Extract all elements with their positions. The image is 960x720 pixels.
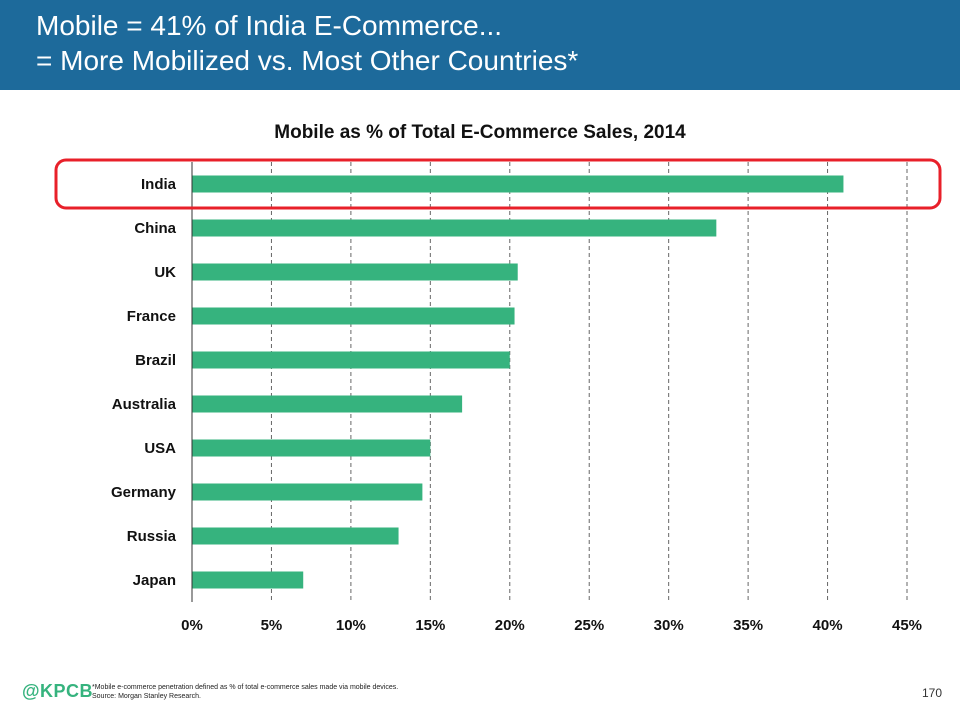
source-note: Source: Morgan Stanley Research. [92,693,201,700]
category-label: Australia [112,396,177,413]
category-labels: India China UK France Brazil Australia USA Germ… [111,176,177,589]
category-label: Japan [133,572,176,589]
bar-usa [192,439,431,457]
category-label: UK [154,264,176,281]
india-highlight-box [54,158,942,210]
bars [192,175,844,589]
x-tick-label: 30% [654,617,684,634]
bar-uk [192,263,518,281]
x-axis-ticks: 0% 5% 10% 15% 20% 25% 30% 35% 40% 45% [181,617,922,634]
x-tick-label: 25% [574,617,604,634]
bar-brazil [192,351,510,369]
category-label: France [127,308,176,325]
x-tick-label: 20% [495,617,525,634]
slide-header: Mobile = 41% of India E-Commerce... = Mo… [0,0,960,90]
kpcb-logo: @KPCB [22,681,94,701]
category-label: Brazil [135,352,176,369]
bar-japan [192,571,304,589]
category-label: Germany [111,484,177,501]
bar-india [192,175,844,193]
bar-germany [192,483,423,501]
category-label: India [141,176,177,193]
category-label: Russia [127,528,177,545]
bar-china [192,219,717,237]
bar-russia [192,527,399,545]
slide-title-line-2: = More Mobilized vs. Most Other Countrie… [36,45,579,76]
x-tick-label: 5% [261,617,283,634]
chart-title: Mobile as % of Total E-Commerce Sales, 2… [274,122,686,143]
bar-australia [192,395,463,413]
page-number: 170 [921,686,942,700]
category-label: USA [144,440,176,457]
x-tick-label: 45% [892,617,922,634]
x-tick-label: 15% [415,617,445,634]
bar-france [192,307,515,325]
x-tick-label: 35% [733,617,763,634]
x-tick-label: 0% [181,617,203,634]
footnote: *Mobile e-commerce penetration defined a… [92,684,399,691]
x-tick-label: 40% [813,617,843,634]
category-label: China [134,220,176,237]
slide-title-line-1: Mobile = 41% of India E-Commerce... [36,10,503,41]
x-tick-label: 10% [336,617,366,634]
